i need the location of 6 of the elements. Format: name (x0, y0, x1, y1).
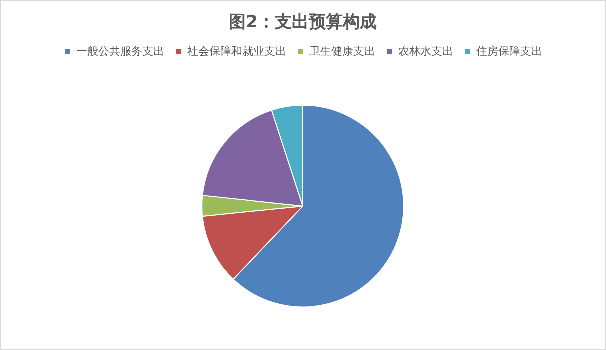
legend-label: 一般公共服务支出 (76, 45, 164, 58)
chart-title: 图2：支出预算构成 (229, 12, 377, 32)
legend-label: 卫生健康支出 (310, 45, 376, 58)
legend-label: 住房保障支出 (476, 45, 542, 58)
legend-label: 社会保障和就业支出 (188, 45, 286, 58)
legend-label: 农林水支出 (398, 45, 454, 58)
